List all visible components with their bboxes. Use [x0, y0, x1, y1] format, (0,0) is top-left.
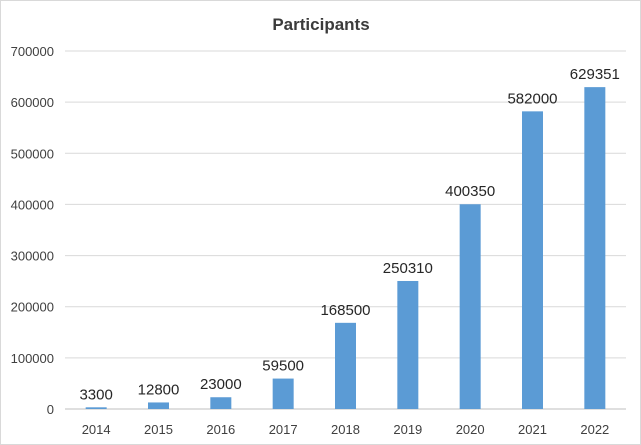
x-tick-label: 2016 — [206, 422, 235, 437]
data-label: 59500 — [262, 358, 304, 375]
bars — [85, 87, 606, 409]
y-tick-label: 400000 — [11, 197, 54, 212]
x-axis-ticks: 2014 2015 2016 2017 2018 2019 2020 2021 2022 — [82, 422, 610, 437]
bar — [85, 407, 107, 409]
y-tick-label: 100000 — [11, 351, 54, 366]
y-tick-label: 600000 — [11, 95, 54, 110]
y-tick-label: 300000 — [11, 249, 54, 264]
y-tick-label: 200000 — [11, 300, 54, 315]
bar — [148, 402, 169, 409]
data-label: 582000 — [507, 90, 557, 107]
bar — [584, 87, 606, 409]
x-tick-label: 2020 — [456, 422, 485, 437]
x-tick-label: 2014 — [82, 422, 111, 437]
x-tick-label: 2019 — [393, 422, 422, 437]
data-label: 3300 — [79, 386, 112, 403]
x-tick-label: 2015 — [144, 422, 173, 437]
data-label: 12800 — [138, 381, 180, 398]
data-label: 250310 — [383, 260, 433, 277]
data-label: 400350 — [445, 183, 495, 200]
data-label: 168500 — [320, 302, 370, 319]
bar — [335, 322, 356, 409]
bar — [210, 397, 232, 409]
x-tick-label: 2017 — [269, 422, 298, 437]
x-tick-label: 2022 — [580, 422, 609, 437]
bar — [397, 280, 419, 409]
y-tick-label: 700000 — [11, 44, 54, 59]
y-tick-label: 0 — [47, 402, 54, 417]
y-tick-label: 500000 — [11, 146, 54, 161]
bar — [522, 111, 543, 409]
bar — [459, 204, 481, 409]
chart-title: Participants — [272, 15, 369, 34]
y-axis-ticks: 0 100000 200000 300000 400000 500000 600000 700… — [11, 44, 54, 417]
x-tick-label: 2021 — [518, 422, 547, 437]
gridlines — [65, 50, 626, 410]
data-labels: 3300 12800 23000 59500 168500 250310 400350 582… — [79, 66, 619, 403]
data-label: 23000 — [200, 376, 242, 393]
data-label: 629351 — [570, 66, 620, 83]
bar — [272, 378, 294, 409]
x-tick-label: 2018 — [331, 422, 360, 437]
